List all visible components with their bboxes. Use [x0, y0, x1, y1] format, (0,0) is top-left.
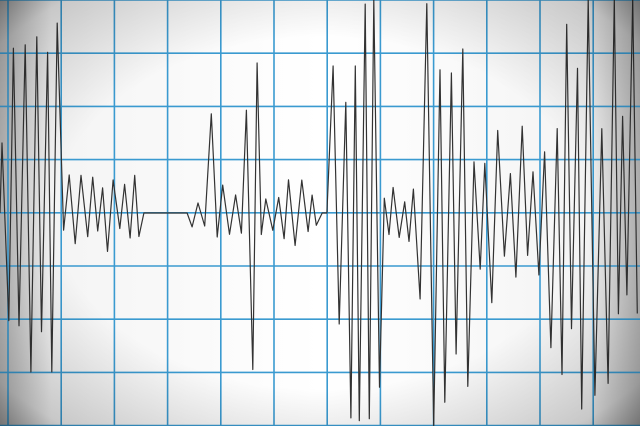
seismograph [0, 0, 640, 426]
page: (() => { const NS = 'http://www.w3.org/2… [0, 0, 640, 426]
vignette [0, 0, 640, 426]
